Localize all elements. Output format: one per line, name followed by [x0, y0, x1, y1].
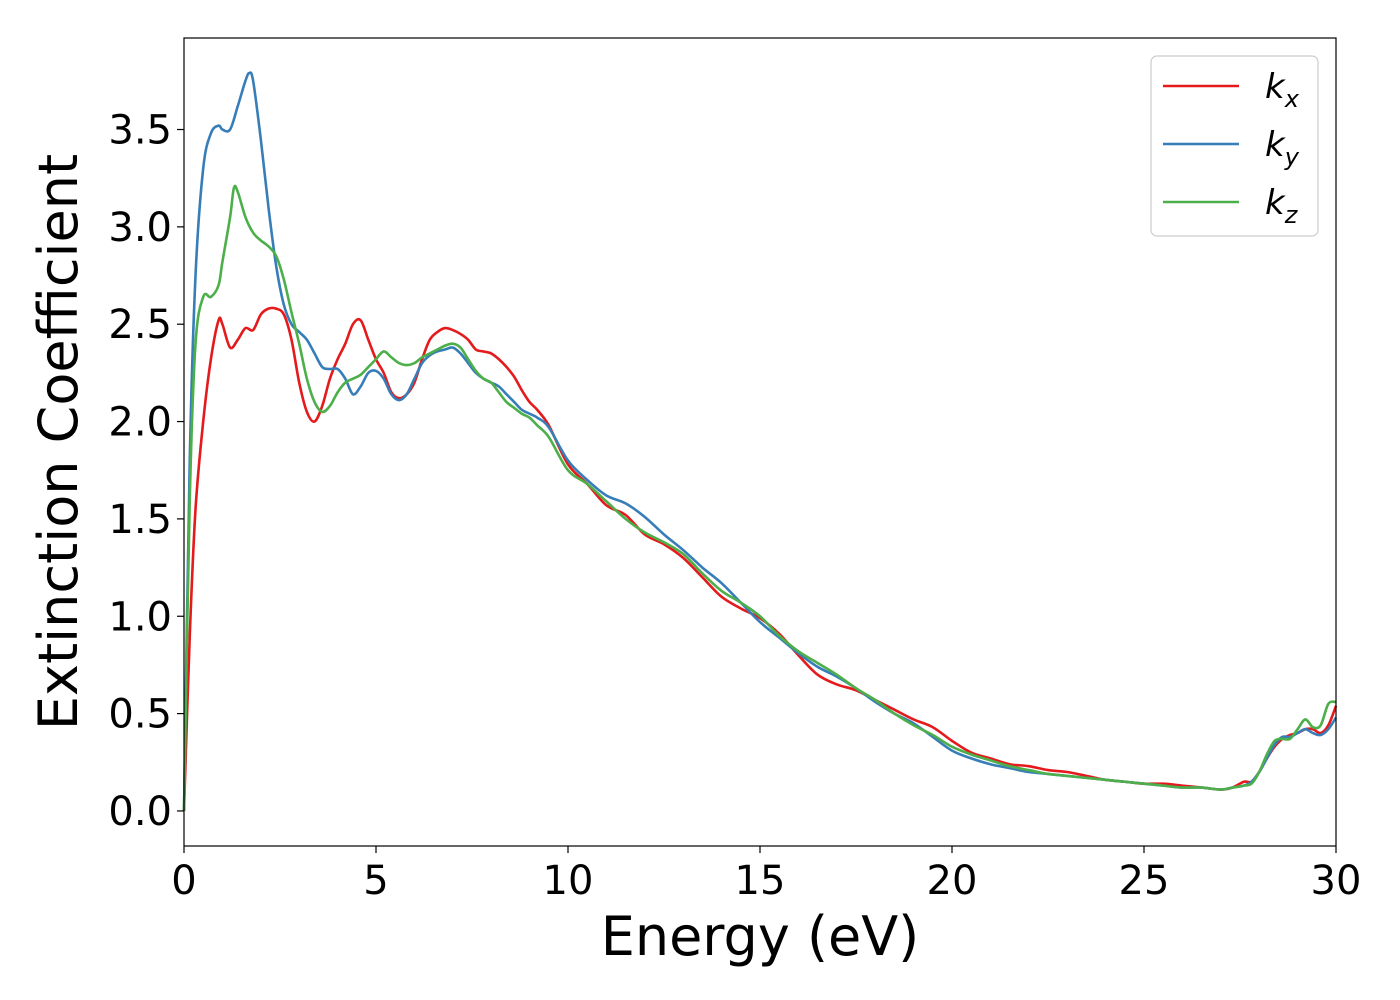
x-tick-label: 5 — [363, 858, 388, 904]
y-tick-label: 0.5 — [108, 692, 172, 738]
x-tick-label: 20 — [927, 858, 978, 904]
y-tick-label: 3.5 — [108, 108, 172, 154]
legend-box — [1150, 55, 1319, 237]
legend-subscript: y — [1284, 143, 1300, 171]
x-tick-label: 15 — [735, 858, 786, 904]
series-layer — [182, 71, 1338, 811]
y-tick-label: 2.5 — [108, 302, 172, 348]
y-tick-label: 0.0 — [108, 789, 172, 835]
y-tick-label: 2.0 — [108, 400, 172, 446]
y-axis-ticks: 0.0 0.5 1.0 1.5 2.0 2.5 3.0 3.5 — [108, 108, 184, 835]
x-tick-label: 25 — [1119, 858, 1170, 904]
y-tick-label: 1.5 — [108, 497, 172, 543]
x-tick-label: 30 — [1311, 858, 1362, 904]
x-tick-label: 0 — [171, 858, 196, 904]
y-axis-title: Extinction Coefficient — [27, 154, 90, 730]
x-axis-title: Energy (eV) — [601, 905, 920, 968]
x-tick-label: 10 — [543, 858, 594, 904]
legend-subscript: x — [1284, 85, 1300, 113]
legend-subscript: z — [1284, 201, 1299, 229]
series-line-kz — [182, 184, 1337, 811]
y-tick-label: 1.0 — [108, 594, 172, 640]
y-tick-label: 3.0 — [108, 205, 172, 251]
x-axis-ticks: 0 5 10 15 20 25 30 — [171, 846, 1361, 904]
